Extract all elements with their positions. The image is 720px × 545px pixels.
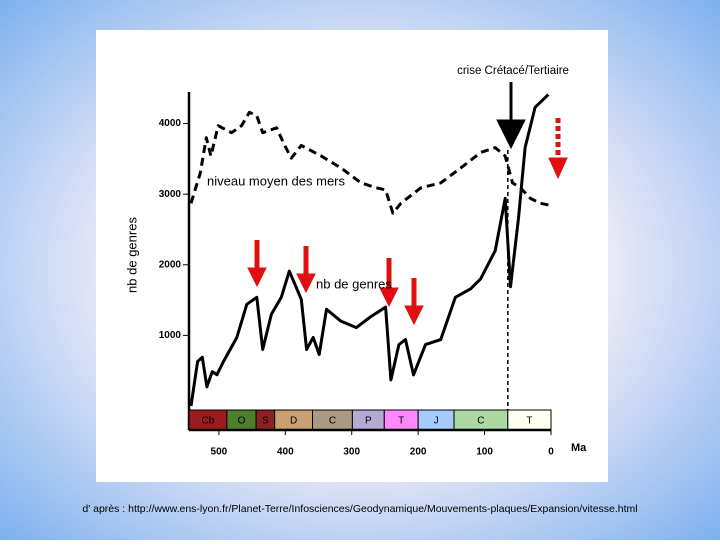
period-label: S <box>262 416 269 427</box>
y-tick-label: 3000 <box>159 189 182 200</box>
x-axis-label: Ma <box>571 442 587 454</box>
period-label: C <box>477 416 484 427</box>
y-tick-label: 1000 <box>159 330 182 341</box>
period-label: Cb <box>202 416 215 427</box>
series-label: niveau moyen des mers <box>207 173 346 188</box>
series-line <box>189 93 550 407</box>
period-label: T <box>526 416 532 427</box>
y-axis-label: nb de genres <box>124 217 139 293</box>
x-tick-label: 200 <box>410 447 427 458</box>
y-tick-label: 2000 <box>159 259 182 270</box>
period-label: T <box>398 416 404 427</box>
x-tick-label: 0 <box>548 447 554 458</box>
period-label: J <box>434 416 439 427</box>
y-tick-label: 4000 <box>159 118 182 129</box>
extinction-arrows <box>247 118 568 326</box>
period-label: C <box>329 416 336 427</box>
x-tick-label: 400 <box>277 447 294 458</box>
x-tick-label: 300 <box>343 447 360 458</box>
chart-panel <box>96 30 608 482</box>
period-label: P <box>365 416 372 427</box>
source-caption: d' après : http://www.ens-lyon.fr/Planet… <box>82 503 637 515</box>
event-label: crise Crétacé/Tertiaire <box>457 65 569 77</box>
x-tick-label: 100 <box>476 447 493 458</box>
event-arrow <box>496 82 526 150</box>
period-label: D <box>290 416 297 427</box>
period-label: O <box>238 416 246 427</box>
series-label: nb de genres <box>316 276 392 291</box>
x-tick-label: 500 <box>211 447 228 458</box>
series-line <box>189 110 552 215</box>
